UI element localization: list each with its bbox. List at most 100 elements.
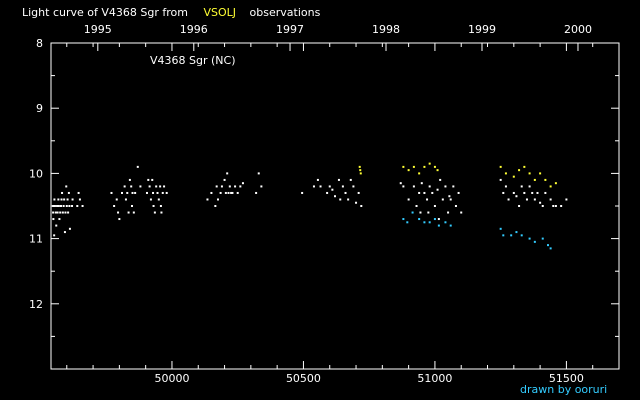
data-point: [59, 205, 62, 207]
data-point: [349, 178, 352, 181]
data-point: [412, 185, 415, 188]
data-point: [544, 178, 547, 181]
data-point: [215, 185, 218, 188]
data-point: [437, 218, 440, 221]
title-source: VSOLJ: [203, 6, 236, 19]
data-point: [518, 205, 521, 207]
data-point: [420, 182, 423, 185]
data-point: [226, 172, 229, 175]
data-point: [515, 195, 518, 198]
data-point: [165, 191, 168, 194]
data-point: [502, 234, 505, 237]
data-point: [547, 244, 549, 247]
data-point: [447, 211, 450, 214]
data-point: [512, 175, 515, 178]
data-point: [552, 205, 555, 207]
data-point: [441, 198, 444, 201]
data-point: [431, 191, 434, 194]
data-point: [452, 185, 455, 188]
data-point: [53, 234, 56, 237]
year-tick-label: 1999: [468, 23, 496, 36]
data-point: [439, 178, 442, 181]
data-point: [77, 191, 80, 194]
data-point: [457, 191, 460, 194]
data-point: [359, 172, 362, 175]
data-point: [131, 191, 134, 194]
y-tick-label: 12: [29, 298, 43, 311]
data-point: [132, 211, 135, 214]
data-point: [533, 198, 536, 201]
data-point: [412, 165, 415, 168]
data-point: [460, 211, 463, 214]
star-annotation: V4368 Sgr (NC): [150, 54, 236, 67]
data-point: [127, 211, 130, 214]
data-point: [344, 191, 347, 194]
data-point: [402, 185, 405, 188]
data-point: [436, 169, 439, 172]
data-point: [536, 191, 539, 194]
data-point: [319, 185, 322, 188]
year-tick-label: 1998: [372, 23, 400, 36]
data-point: [504, 172, 507, 175]
data-point: [231, 191, 234, 194]
data-point: [352, 185, 355, 188]
data-point: [357, 191, 360, 194]
data-point: [549, 185, 552, 188]
data-point: [55, 224, 58, 227]
data-point: [415, 205, 418, 207]
year-tick-label: 2000: [564, 23, 592, 36]
data-point: [234, 185, 237, 188]
year-tick-label: 1996: [180, 23, 208, 36]
data-points: [52, 162, 568, 250]
axis-ticks: [51, 42, 620, 370]
data-point: [56, 211, 59, 214]
data-point: [53, 198, 56, 201]
data-point: [341, 185, 344, 188]
data-point: [66, 198, 69, 201]
data-point: [126, 191, 129, 194]
data-point: [406, 221, 409, 224]
chart-title: Light curve of V4368 Sgr from VSOLJ obse…: [22, 6, 321, 19]
data-point: [549, 198, 552, 201]
data-point: [134, 191, 137, 194]
data-point: [63, 231, 66, 234]
y-tick-label: 9: [36, 102, 43, 115]
data-point: [326, 191, 329, 194]
data-point: [528, 237, 531, 240]
data-point: [59, 211, 62, 214]
data-point: [518, 169, 521, 172]
title-prefix: Light curve of V4368 Sgr from: [22, 6, 188, 19]
data-point: [549, 247, 552, 250]
data-point: [507, 198, 510, 201]
data-point: [499, 227, 502, 230]
data-point: [160, 211, 163, 214]
data-point: [152, 191, 155, 194]
data-point: [117, 211, 120, 214]
data-point: [504, 185, 507, 188]
data-point: [437, 224, 440, 227]
data-point: [512, 191, 515, 194]
data-point: [520, 234, 523, 237]
x-tick-label: 51500: [549, 372, 584, 385]
x-tick-label: 51000: [417, 372, 452, 385]
data-point: [423, 191, 426, 194]
data-point: [57, 198, 60, 201]
axis-tick-labels: 50000 50500 51000 51500 1995 1996 1997 1998 1999…: [29, 23, 592, 385]
data-point: [449, 198, 452, 201]
data-point: [454, 205, 457, 207]
data-point: [115, 198, 118, 201]
data-point: [54, 211, 57, 214]
data-point: [436, 188, 439, 191]
data-point: [301, 191, 304, 194]
data-point: [71, 205, 74, 207]
credit-text: drawn by ooruri: [520, 383, 607, 396]
data-point: [230, 191, 233, 194]
data-point: [60, 198, 63, 201]
y-tick-label: 8: [36, 37, 43, 50]
data-point: [124, 198, 127, 201]
data-point: [515, 231, 518, 234]
data-point: [449, 224, 452, 227]
data-point: [219, 191, 222, 194]
data-point: [347, 198, 350, 201]
data-point: [68, 205, 71, 207]
